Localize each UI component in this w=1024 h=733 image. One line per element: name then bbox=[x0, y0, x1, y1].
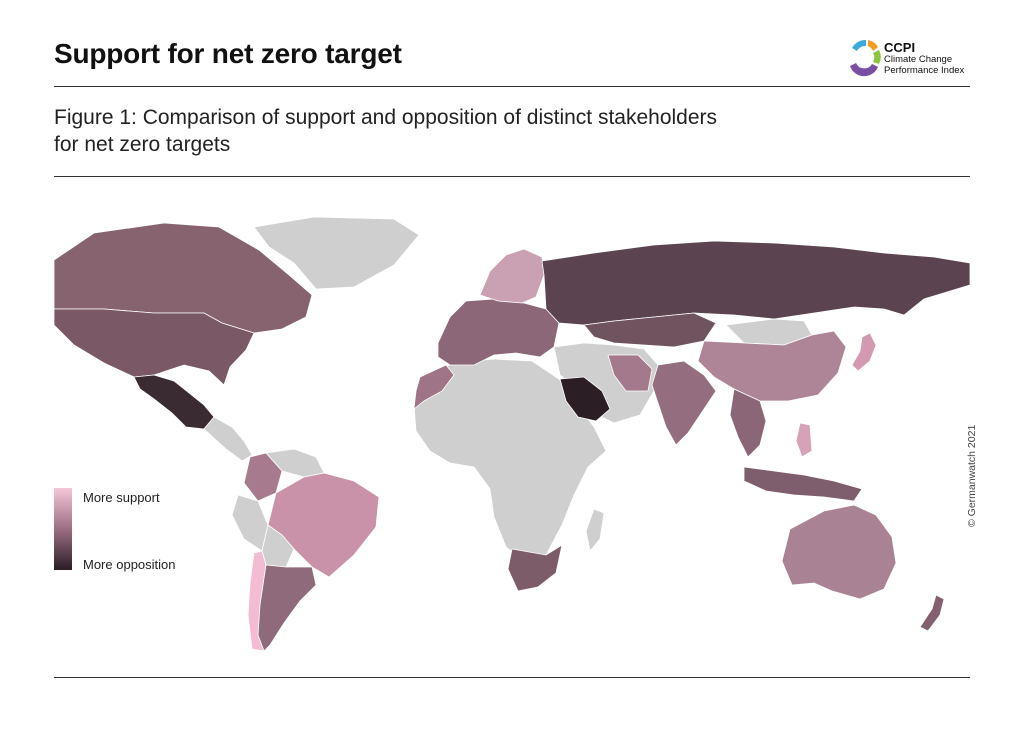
legend-gradient-bar bbox=[54, 488, 72, 570]
region-saudi-arabia bbox=[559, 376, 611, 422]
region-new-zealand bbox=[919, 594, 945, 632]
region-europe bbox=[437, 298, 560, 366]
legend-bottom-label: More opposition bbox=[83, 557, 176, 572]
region-morocco bbox=[413, 364, 455, 410]
region-russia bbox=[541, 240, 970, 326]
page-title: Support for net zero target bbox=[54, 38, 402, 69]
region-china bbox=[697, 330, 847, 402]
figure-caption-line1: Figure 1: Comparison of support and oppo… bbox=[54, 106, 718, 129]
legend-top-label: More support bbox=[83, 490, 160, 505]
logo-segment-blue bbox=[852, 39, 866, 51]
caption-divider bbox=[54, 176, 970, 177]
region-madagascar bbox=[585, 508, 605, 552]
credit-text: © Germanwatch 2021 bbox=[966, 424, 978, 527]
region-greenland bbox=[253, 216, 420, 290]
region-australia bbox=[781, 504, 897, 600]
region-japan bbox=[851, 332, 877, 372]
footer-divider bbox=[54, 677, 970, 678]
region-iran bbox=[607, 354, 653, 392]
ccpi-ring-icon bbox=[850, 39, 881, 77]
ccpi-logo: CCPI Climate Change Performance Index bbox=[846, 36, 976, 84]
logo-segment-orange bbox=[868, 40, 878, 51]
region-africa bbox=[413, 358, 607, 562]
region-india bbox=[651, 360, 717, 446]
region-argentina bbox=[257, 564, 317, 652]
logo-segment-purple bbox=[850, 63, 878, 77]
world-map bbox=[54, 216, 970, 652]
header-divider bbox=[54, 86, 970, 87]
region-nordics bbox=[479, 248, 545, 304]
region-united-states bbox=[54, 308, 255, 386]
logo-name-line2: Performance Index bbox=[884, 65, 965, 76]
region-central-america bbox=[203, 416, 253, 462]
figure-caption: Figure 1: Comparison of support and oppo… bbox=[54, 104, 834, 158]
logo-segment-green bbox=[873, 50, 881, 64]
region-indonesia bbox=[743, 466, 863, 502]
figure-caption-line2: for net zero targets bbox=[54, 133, 231, 156]
region-southeast-asia bbox=[729, 388, 767, 458]
region-philippines bbox=[795, 422, 813, 458]
region-mexico bbox=[133, 374, 215, 430]
logo-acronym: CCPI bbox=[884, 40, 916, 55]
logo-name-line1: Climate Change bbox=[884, 54, 953, 65]
map-legend: More support More opposition bbox=[54, 488, 254, 572]
region-south-africa bbox=[507, 544, 563, 592]
